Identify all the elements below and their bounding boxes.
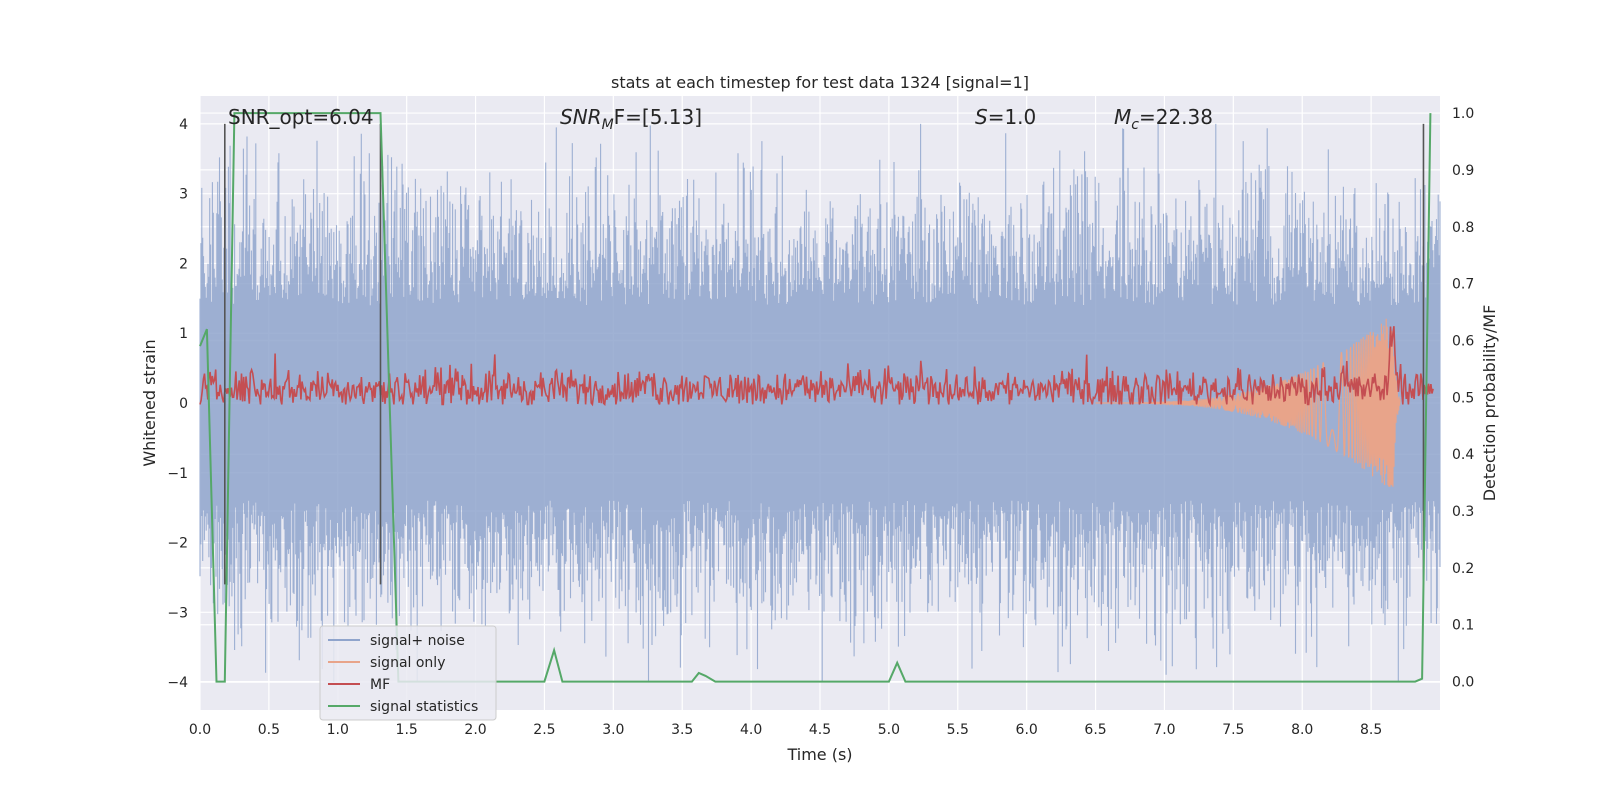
y-tick-label: 4 xyxy=(179,117,188,133)
annotation-s-main: S xyxy=(975,105,988,129)
vertical-markers xyxy=(224,123,1425,585)
y-tick-label: −3 xyxy=(167,605,188,621)
x-tick-label: 8.0 xyxy=(1291,722,1313,738)
y-right-tick-label: 0.3 xyxy=(1452,504,1474,520)
y-tick-label: 2 xyxy=(179,256,188,272)
annotation-s: S=1.0 xyxy=(975,105,1036,129)
legend: signal+ noise signal only MF signal stat… xyxy=(319,625,497,721)
y-tick-label: 1 xyxy=(179,326,188,342)
legend-label-signal-noise: signal+ noise xyxy=(370,633,465,649)
x-tick-label: 0.0 xyxy=(189,722,211,738)
chart-title: stats at each timestep for test data 132… xyxy=(611,73,1029,92)
x-tick-label: 7.0 xyxy=(1153,722,1175,738)
y-right-tick-label: 0.9 xyxy=(1452,163,1474,179)
legend-box xyxy=(319,625,497,721)
y-tick-label: 3 xyxy=(179,187,188,203)
y-right-tick-label: 0.4 xyxy=(1452,447,1474,463)
annotation-mc-sub: c xyxy=(1131,117,1139,133)
x-axis-label: Time (s) xyxy=(786,745,852,764)
annotation-mc-rest: =22.38 xyxy=(1139,105,1213,129)
annotation-snr-opt: SNR_opt=6.04 xyxy=(228,105,374,129)
mf-line xyxy=(199,326,1434,408)
signal-noise-series xyxy=(199,123,1441,683)
x-tick-label: 4.0 xyxy=(740,722,762,738)
x-tick-label: 1.0 xyxy=(327,722,349,738)
y-axis-label: Whitened strain xyxy=(140,339,159,466)
signal-noise-line xyxy=(199,123,1441,683)
x-tick-label: 2.0 xyxy=(464,722,486,738)
y-tick-label: −1 xyxy=(167,466,188,482)
annotation-snr-mf: SNRMF=[5.13] xyxy=(560,105,702,133)
legend-label-mf: MF xyxy=(370,677,390,693)
x-tick-label: 1.5 xyxy=(396,722,418,738)
x-tick-label: 0.5 xyxy=(258,722,280,738)
x-tick-label: 8.5 xyxy=(1360,722,1382,738)
y-right-tick-label: 0.6 xyxy=(1452,333,1474,349)
mf-series xyxy=(199,326,1434,408)
y-right-tick-label: 0.8 xyxy=(1452,220,1474,236)
tick-labels: 0.0 0.5 1.0 1.5 2.0 2.5 3.0 3.5 4.0 4.5 5.0 5.5 6.0 6… xyxy=(167,106,1474,738)
x-tick-label: 7.5 xyxy=(1222,722,1244,738)
x-tick-label: 5.0 xyxy=(878,722,900,738)
y-right-tick-label: 1.0 xyxy=(1452,106,1474,122)
signal-statistics-series xyxy=(199,112,1432,683)
x-tick-label: 6.0 xyxy=(1016,722,1038,738)
x-tick-label: 3.5 xyxy=(671,722,693,738)
legend-label-signal-only: signal only xyxy=(370,655,445,671)
annotation-snr-mf-sub: M xyxy=(602,117,614,133)
y-tick-label: −4 xyxy=(167,675,188,691)
x-tick-label: 2.5 xyxy=(533,722,555,738)
y-tick-label: 0 xyxy=(179,396,188,412)
x-tick-label: 4.5 xyxy=(809,722,831,738)
annotation-mc: Mc=22.38 xyxy=(1114,105,1213,133)
signal-statistics-line xyxy=(199,112,1432,683)
x-tick-label: 5.5 xyxy=(947,722,969,738)
x-tick-label: 3.0 xyxy=(602,722,624,738)
y-right-tick-label: 0.0 xyxy=(1452,675,1474,691)
legend-label-signal-statistics: signal statistics xyxy=(370,699,478,715)
x-tick-label: 6.5 xyxy=(1084,722,1106,738)
y-right-tick-label: 0.7 xyxy=(1452,277,1474,293)
annotation-mc-main: M xyxy=(1114,105,1131,129)
y-right-tick-label: 0.1 xyxy=(1452,618,1474,634)
annotation-s-rest: =1.0 xyxy=(988,105,1037,129)
y-right-tick-label: 0.5 xyxy=(1452,390,1474,406)
annotation-snr-mf-rest: F=[5.13] xyxy=(614,105,702,129)
y-axis-right-label: Detection probability/MF xyxy=(1480,305,1499,502)
annotation-snr-mf-main: SNR xyxy=(560,105,602,129)
y-tick-label: −2 xyxy=(167,536,188,552)
y-right-tick-label: 0.2 xyxy=(1452,561,1474,577)
